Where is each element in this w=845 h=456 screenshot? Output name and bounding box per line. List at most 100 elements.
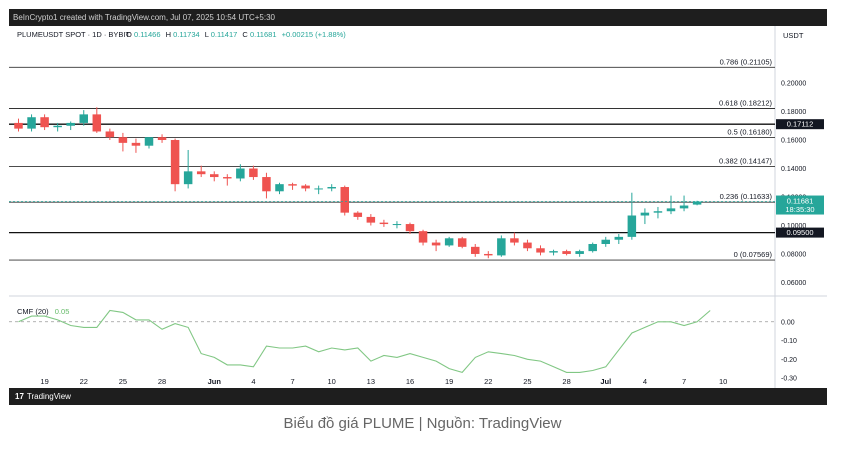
fib-level-label: 0.5 (0.16180) xyxy=(727,127,772,136)
tradingview-brand: TradingView xyxy=(26,392,71,401)
cmf-tick-label: -0.10 xyxy=(781,338,797,345)
ohlc-l: 0.11417 xyxy=(211,30,238,39)
time-tick-label: 19 xyxy=(445,377,453,386)
price-tick-label: 0.10000 xyxy=(781,223,806,230)
candle-body xyxy=(262,177,271,192)
chart-window: BeInCrypto1 created with TradingView.com… xyxy=(9,9,827,405)
price-tick-label: 0.16000 xyxy=(781,138,806,145)
cmf-tick-label: 0.00 xyxy=(781,319,795,326)
candle-body xyxy=(275,184,284,192)
time-tick-label: Jul xyxy=(600,377,611,386)
ohlc-l-label: L xyxy=(205,30,209,39)
tradingview-logo-icon: 17 xyxy=(15,392,24,401)
time-tick-label: 25 xyxy=(523,377,531,386)
time-tick-label: 22 xyxy=(484,377,492,386)
candle-body xyxy=(444,238,454,246)
ohlc-h-label: H xyxy=(166,30,171,39)
candle-body xyxy=(53,125,62,128)
fib-level-label: 0.618 (0.18212) xyxy=(719,99,772,108)
candle-body xyxy=(353,212,363,217)
price-tick-label: 0.14000 xyxy=(781,166,806,173)
candle-body xyxy=(549,251,558,253)
fib-level-label: 0.382 (0.14147) xyxy=(719,156,772,165)
time-tick-label: 10 xyxy=(719,377,727,386)
time-tick-label: 25 xyxy=(119,377,127,386)
candle-body xyxy=(457,238,467,247)
candle-body xyxy=(510,238,519,243)
candle-body xyxy=(418,231,428,243)
fib-level-label: 0 (0.07569) xyxy=(734,250,773,259)
last-price-label: 0.11681 xyxy=(787,197,814,206)
price-line-axis-tag xyxy=(776,119,824,130)
fib-level-label: 0.786 (0.21105) xyxy=(720,57,773,66)
chart-svg[interactable]: PLUMEUSDT SPOT · 1D · BYBIT O 0.11466 H … xyxy=(9,26,827,388)
symbol-line: PLUMEUSDT SPOT · 1D · BYBIT xyxy=(17,30,130,39)
candle-body xyxy=(640,212,650,216)
price-tick-label: 0.08000 xyxy=(781,251,806,258)
time-tick-label: Jun xyxy=(208,377,222,386)
candle-body xyxy=(105,131,115,138)
ohlc-readout: O 0.11466 H 0.11734 L 0.11417 C 0.11681 … xyxy=(126,30,346,39)
candle-body xyxy=(249,168,258,178)
candle-body xyxy=(327,187,336,189)
candle-body xyxy=(601,239,610,244)
price-tick-label: 0.18000 xyxy=(781,109,806,116)
time-tick-label: 19 xyxy=(40,377,48,386)
price-line-axis-label: 0.09500 xyxy=(786,228,813,237)
candle-body xyxy=(627,215,637,237)
candle-body xyxy=(536,248,545,253)
candle-body xyxy=(588,243,597,252)
cmf-current-value: 0.05 xyxy=(55,307,70,316)
cmf-label: CMF (20) 0.05 xyxy=(17,307,69,316)
ohlc-o-label: O xyxy=(126,30,132,39)
candle-body xyxy=(144,137,154,146)
candle-body xyxy=(301,185,310,189)
cmf-panel: 0.00 -0.10 -0.20 -0.30 xyxy=(9,309,797,383)
candle-body xyxy=(431,242,441,246)
price-tick-label: 0.06000 xyxy=(781,280,806,287)
candle-body xyxy=(379,222,389,225)
currency-label: USDT xyxy=(783,31,804,40)
bar-countdown-label: 18:35:30 xyxy=(785,205,814,214)
ohlc-o: 0.11466 xyxy=(134,30,161,39)
time-tick-label: 10 xyxy=(328,377,336,386)
candle-body xyxy=(196,171,206,175)
candle-body xyxy=(79,114,88,123)
ohlc-c: 0.11681 xyxy=(250,30,277,39)
fibonacci-levels: 0.786 (0.21105) 0.618 (0.18212) 0.5 (0.161… xyxy=(9,57,775,261)
ohlc-c-label: C xyxy=(242,30,248,39)
price-lines: 0.17112 0.09500 xyxy=(9,119,824,238)
candle-body xyxy=(679,205,689,209)
cmf-tick-label: -0.30 xyxy=(781,376,797,383)
last-price-tag xyxy=(776,195,824,215)
time-tick-label: 7 xyxy=(682,377,686,386)
chart-area[interactable]: PLUMEUSDT SPOT · 1D · BYBIT O 0.11466 H … xyxy=(9,26,827,388)
time-tick-label: 16 xyxy=(406,377,414,386)
candle-body xyxy=(288,184,297,186)
source-line: BeInCrypto1 created with TradingView.com… xyxy=(13,13,276,22)
candle-body xyxy=(66,122,75,126)
cmf-tick-label: -0.20 xyxy=(781,357,797,364)
time-tick-label: 22 xyxy=(80,377,88,386)
candle-body xyxy=(471,246,480,254)
time-tick-label: 13 xyxy=(367,377,375,386)
price-axis: 0.200000.180000.160000.140000.120000.100… xyxy=(781,81,806,287)
candle-body xyxy=(614,236,624,240)
candle-body xyxy=(405,224,415,232)
candle-body xyxy=(157,137,167,141)
candle-body xyxy=(210,174,219,178)
time-tick-label: 4 xyxy=(251,377,255,386)
axis-separators xyxy=(9,26,827,388)
candle-body xyxy=(653,211,663,213)
ohlc-change: +0.00215 (+1.88%) xyxy=(282,30,347,39)
tradingview-footer: 17 TradingView xyxy=(9,388,827,405)
candle-body xyxy=(131,142,141,146)
cmf-line xyxy=(18,309,711,374)
time-tick-label: 28 xyxy=(158,377,166,386)
time-tick-label: 28 xyxy=(562,377,570,386)
candle-body xyxy=(523,242,532,249)
time-tick-label: 4 xyxy=(643,377,647,386)
price-line-axis-label: 0.17112 xyxy=(787,120,814,129)
candle-body xyxy=(340,187,349,213)
